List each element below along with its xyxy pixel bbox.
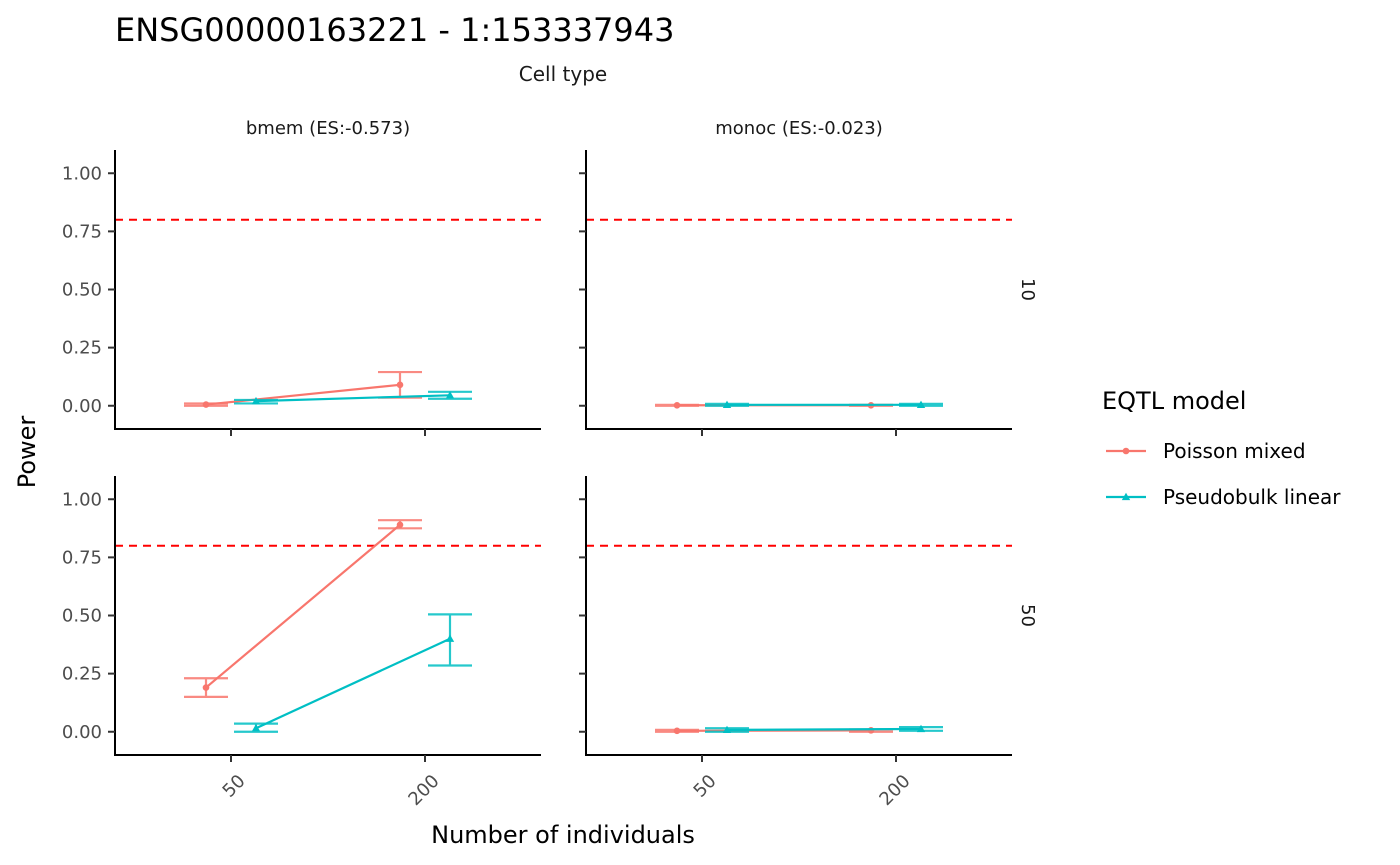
column-strip-label: monoc (ES:-0.023) xyxy=(715,118,883,139)
legend-key-marker xyxy=(1122,447,1130,455)
y-tick-label: 0.50 xyxy=(62,606,102,627)
y-tick-label: 1.00 xyxy=(62,489,102,510)
y-tick-label: 0.00 xyxy=(62,396,102,417)
series-line xyxy=(205,383,401,406)
data-point xyxy=(916,400,926,408)
series-pseudobulk-linear xyxy=(705,400,943,408)
series-line xyxy=(726,727,922,731)
series-pseudobulk-linear xyxy=(705,724,943,734)
data-point xyxy=(251,396,261,405)
data-point xyxy=(396,381,404,389)
y-axis-title: Power xyxy=(13,416,41,489)
x-tick-label: 50 xyxy=(219,771,250,802)
y-tick-label: 0.25 xyxy=(62,664,102,685)
legend-item: Poisson mixed xyxy=(1106,439,1306,463)
legend-title: EQTL model xyxy=(1102,387,1246,415)
data-point xyxy=(202,684,210,691)
row-strip-label: 10 xyxy=(1017,278,1038,301)
data-point xyxy=(673,401,681,409)
series-line xyxy=(255,637,451,730)
data-point xyxy=(916,724,926,733)
x-tick-label: 50 xyxy=(690,771,721,802)
series-pseudobulk-linear xyxy=(234,390,472,405)
panel: 0.00 0.25 0.50 0.75 1.00 xyxy=(62,150,541,436)
legend-item: Pseudobulk linear xyxy=(1106,485,1341,509)
facet-top-label: Cell type xyxy=(519,62,607,86)
data-point xyxy=(722,725,732,734)
x-axis-title: Number of individuals xyxy=(431,821,695,849)
data-point xyxy=(251,724,261,732)
series-line xyxy=(255,394,451,403)
y-tick-label: 0.50 xyxy=(62,280,102,301)
data-point xyxy=(396,521,404,529)
data-point xyxy=(445,391,455,399)
legend-label: Pseudobulk linear xyxy=(1163,485,1341,509)
column-strip-label: bmem (ES:-0.573) xyxy=(246,118,410,139)
data-point xyxy=(202,401,210,408)
panel: 0.00 0.25 0.50 0.75 1.00 50 200 xyxy=(62,476,541,810)
panel: 50 200 xyxy=(579,476,1012,810)
row-strip-label: 50 xyxy=(1017,604,1038,627)
series-line xyxy=(205,523,401,689)
y-tick-label: 0.25 xyxy=(62,338,102,359)
x-tick-label: 200 xyxy=(875,771,914,810)
series-pseudobulk-linear xyxy=(234,613,472,733)
panel xyxy=(579,150,1012,436)
data-point xyxy=(673,727,681,735)
legend-key-marker xyxy=(1121,492,1131,501)
series-poisson-mixed xyxy=(184,370,422,408)
series-poisson-mixed xyxy=(184,519,422,698)
data-point xyxy=(722,400,732,408)
x-tick-label: 200 xyxy=(404,771,443,810)
legend-label: Poisson mixed xyxy=(1163,439,1306,463)
y-tick-label: 0.75 xyxy=(62,547,102,568)
data-point xyxy=(867,727,875,734)
legend: EQTL model Poisson mixed Pseudobulk linea… xyxy=(1102,387,1341,509)
y-tick-label: 1.00 xyxy=(62,163,102,184)
y-tick-label: 0.75 xyxy=(62,221,102,242)
y-tick-label: 0.00 xyxy=(62,722,102,743)
chart-title: ENSG00000163221 - 1:153337943 xyxy=(115,11,674,49)
panels: bmem (ES:-0.573) monoc (ES:-0.023)10500.0… xyxy=(62,118,1038,810)
data-point xyxy=(445,634,455,642)
